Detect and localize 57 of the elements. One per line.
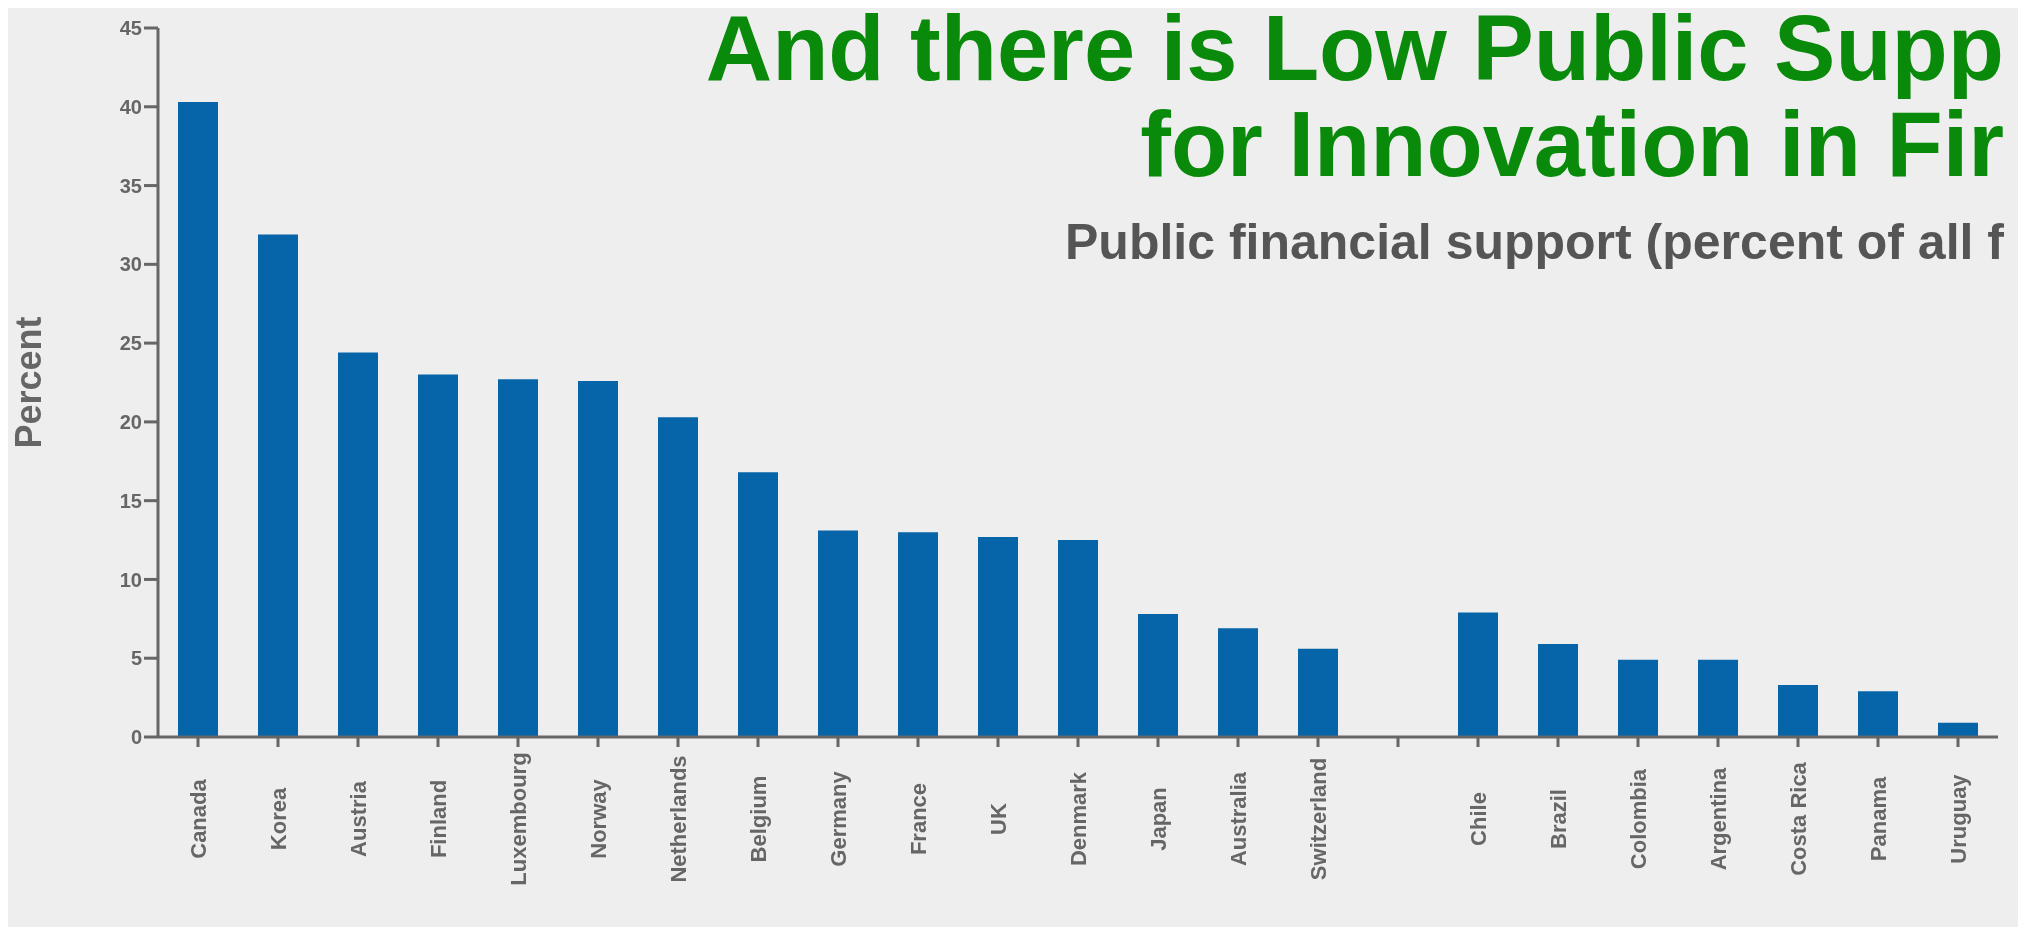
bar [1058,540,1098,737]
y-tick-label: 15 [119,489,142,512]
x-tick-label: Finland [426,779,451,859]
x-tick-label: Luxembourg [506,752,531,886]
bar [578,380,618,737]
x-tick-label: Panama [1866,776,1891,862]
x-tick-label: Canada [186,778,211,859]
x-tick-label: Netherlands [666,755,691,883]
x-tick-label: Norway [586,778,611,859]
bar [1698,659,1738,737]
x-tick-label: Australia [1226,771,1251,867]
y-tick-label: 20 [119,410,142,433]
y-tick-label: 35 [119,174,142,197]
x-tick-label: Japan [1146,787,1171,851]
bar [258,234,298,737]
bar [1138,614,1178,737]
x-tick-label: Brazil [1546,789,1571,849]
bar [418,374,458,737]
x-tick-label: UK [986,803,1011,835]
x-tick-label: Korea [266,787,291,851]
bar [178,102,218,737]
y-tick-label: 40 [119,95,142,118]
y-tick-label: 10 [119,568,142,591]
x-tick-label: Germany [826,770,851,867]
y-tick-label: 25 [119,332,142,355]
y-tick-label: 5 [130,647,142,670]
y-tick-label: 30 [119,253,142,276]
y-tick-label: 45 [119,17,142,40]
bar [498,379,538,737]
x-tick-label: Uruguay [1946,773,1971,864]
bar [978,536,1018,737]
x-tick-label: Chile [1466,792,1491,846]
x-tick-label: Argentina [1706,766,1731,871]
bar [1778,685,1818,737]
x-tick-label: Switzerland [1306,757,1331,881]
x-tick-label: Denmark [1066,771,1091,867]
bar [818,530,858,737]
bar [1538,644,1578,737]
bar [658,417,698,737]
bar [1618,659,1658,737]
y-tick-label: 0 [130,726,142,749]
x-tick-label: Austria [346,780,371,857]
x-tick-label: France [906,782,931,856]
bar [1298,648,1338,737]
chart-title: And there is Low Public Supp for Innovation in Fir [705,7,2004,195]
bar [1858,691,1898,737]
x-tick-label: Belgium [746,775,771,863]
bar [338,352,378,737]
bar [1458,612,1498,737]
bar [898,532,938,737]
bar [738,472,778,737]
x-tick-label: Colombia [1626,768,1651,870]
x-tick-label: Costa Rica [1786,761,1811,876]
bar [1218,628,1258,737]
y-axis-title: Percent [7,316,49,449]
bar [1938,722,1978,737]
text: Public financial support (percent of all f [1065,213,2004,271]
